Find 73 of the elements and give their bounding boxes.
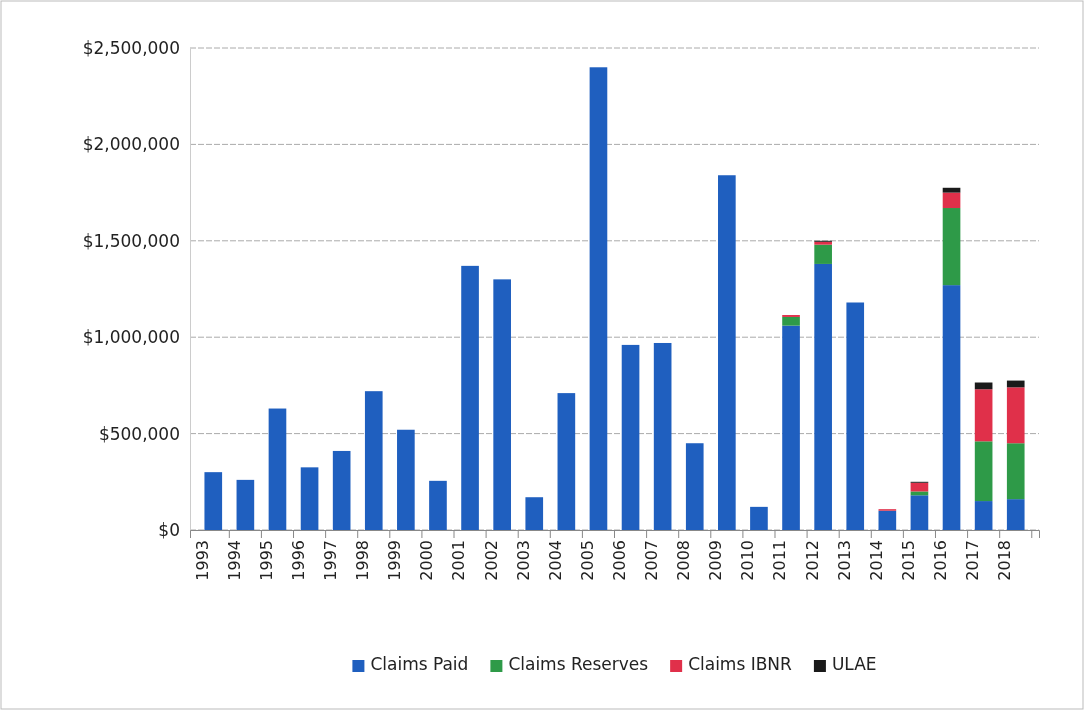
bar: [1006, 380, 1025, 388]
x-tick-label: 2007: [642, 540, 662, 581]
bar: [942, 285, 961, 530]
x-tick-label: 2004: [545, 540, 565, 581]
bar: [814, 263, 832, 530]
bar: [974, 441, 993, 502]
bar: [429, 480, 447, 530]
x-tick-label: 1995: [256, 540, 276, 581]
bar: [974, 501, 993, 530]
bar: [1006, 443, 1025, 500]
x-tick-label: 1999: [385, 540, 405, 581]
x-tick-label: 2008: [674, 540, 694, 581]
x-tick-label: 2014: [866, 540, 886, 581]
bar: [685, 443, 704, 530]
y-tick-label: $2,500,000: [82, 37, 180, 58]
x-tick-label: 2005: [577, 540, 597, 581]
bar: [653, 342, 672, 530]
bar: [910, 495, 929, 530]
bar: [364, 391, 383, 530]
x-tick-label: 2000: [417, 540, 437, 581]
bar: [846, 302, 865, 530]
x-tick-label: 1994: [224, 540, 244, 581]
y-tick-label: $500,000: [98, 423, 180, 444]
bar: [1006, 499, 1025, 530]
x-tick-label: 1997: [321, 540, 341, 581]
bar: [236, 479, 255, 530]
bar: [750, 506, 768, 530]
x-tick-label: 2002: [481, 540, 501, 581]
bar: [589, 67, 608, 530]
bar: [300, 467, 319, 530]
x-tick-label: 2018: [995, 540, 1015, 581]
x-tick-label: 2017: [963, 540, 983, 581]
bar: [942, 187, 961, 193]
x-tick-label: 2010: [738, 540, 758, 581]
bar: [268, 408, 287, 530]
legend-label: Claims IBNR: [688, 654, 793, 674]
x-tick-label: 2013: [834, 540, 854, 581]
x-tick-label: 2015: [898, 540, 918, 581]
bar: [525, 497, 544, 530]
y-tick-label: $1,000,000: [82, 327, 180, 348]
bar: [974, 389, 993, 442]
x-tick-label: 2012: [802, 540, 822, 581]
x-tick-label: 1993: [192, 540, 212, 581]
bar: [718, 175, 736, 530]
bar: [1006, 387, 1025, 444]
bar: [910, 491, 929, 496]
bar: [204, 472, 223, 530]
x-tick-label: 2006: [609, 540, 629, 581]
legend-label: Claims Reserves: [508, 654, 649, 674]
bar: [782, 316, 800, 326]
x-tick-label: 1996: [288, 540, 308, 581]
x-tick-label: 2011: [770, 540, 790, 581]
x-tick-label: 1998: [353, 540, 373, 581]
bar: [461, 265, 479, 530]
x-tick-label: 2001: [449, 540, 469, 581]
x-tick-label: 2016: [930, 540, 950, 581]
bar: [814, 244, 832, 264]
bar: [332, 450, 351, 530]
bar: [942, 208, 961, 286]
x-tick-label: 2009: [706, 540, 726, 581]
bar: [493, 279, 511, 530]
bar: [782, 325, 800, 530]
y-tick-label: $1,500,000: [82, 230, 180, 251]
bar: [397, 429, 415, 530]
legend-label: ULAE: [831, 654, 877, 674]
y-tick-label: $0: [158, 519, 180, 540]
y-tick-label: $2,000,000: [82, 134, 180, 155]
bar: [878, 510, 897, 530]
bar: [942, 192, 961, 209]
bar: [557, 393, 576, 530]
bar: [621, 344, 640, 530]
legend-label: Claims Paid: [370, 654, 469, 674]
x-tick-label: 2003: [513, 540, 533, 581]
